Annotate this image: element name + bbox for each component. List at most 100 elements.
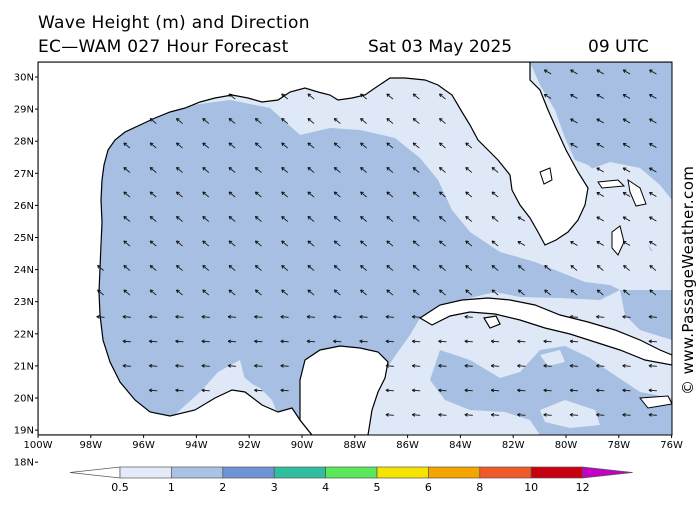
wave-direction-arrow-icon [333,215,341,222]
wave-direction-arrow-icon [359,314,368,319]
wave-direction-arrow-icon [517,412,526,417]
wave-direction-arrow-icon [439,289,446,296]
wave-direction-arrow-icon [176,264,183,271]
wave-direction-arrow-icon [123,215,131,222]
wave-direction-arrow-icon [254,215,262,222]
wave-direction-arrow-icon [148,339,158,344]
colorbar-label: 1 [168,481,175,494]
wave-direction-arrow-icon [96,314,105,319]
wave-direction-arrow-icon [411,388,421,393]
wave-direction-arrow-icon [254,166,262,173]
wave-direction-arrow-icon [228,215,236,222]
wave-direction-arrow-icon [281,93,289,100]
wave-direction-arrow-icon [175,314,184,319]
wave-direction-arrow-icon [227,363,237,368]
wave-direction-arrow-icon [465,191,473,198]
wave-direction-arrow-icon [385,388,394,393]
colorbar-label: 4 [322,481,329,494]
wave-direction-arrow-icon [465,240,473,247]
forecast-time: 09 UTC [588,37,649,57]
wave-direction-arrow-icon [254,339,263,344]
wave-direction-arrow-icon [648,314,657,319]
wave-direction-arrow-icon [175,388,184,393]
wave-direction-arrow-icon [281,142,289,149]
wave-direction-arrow-icon [202,240,210,247]
wave-direction-arrow-icon [360,93,367,100]
lat-tick-label: 30N [14,73,34,84]
wave-direction-arrow-icon [122,339,131,344]
wave-direction-arrow-icon [123,289,131,296]
colorbar-segment [325,466,378,479]
wave-direction-arrow-icon [517,339,526,344]
land-lake-okeechobee [539,167,553,185]
wave-direction-arrow-icon [465,289,473,296]
wave-direction-arrow-icon [307,93,315,100]
wave-direction-arrow-icon [649,167,657,173]
wave-direction-arrow-icon [517,264,525,271]
wave-direction-arrow-icon [649,289,657,296]
lon-tick-label: 92W [238,440,261,451]
longitude-axis: 100W 98W 96W 94W 92W 90W 88W 86W 84W 82W 80W 78W 76W [24,435,683,451]
lon-tick-label: 84W [449,440,472,451]
wave-direction-arrow-icon [148,363,158,368]
colorbar-label: 5 [374,481,381,494]
wave-direction-arrow-icon [307,289,315,296]
wave-direction-arrow-icon [333,142,341,149]
wave-direction-arrow-icon [201,314,210,319]
wave-direction-arrow-icon [254,264,262,271]
wave-direction-arrow-icon [622,412,631,417]
wave-direction-arrow-icon [307,191,315,198]
wave-direction-arrow-icon [385,412,394,417]
wave-direction-arrow-icon [465,264,473,271]
wave-direction-arrow-icon [464,314,473,319]
wave-direction-arrow-icon [648,388,657,393]
wave-direction-arrow-icon [596,241,604,246]
wave-direction-arrow-icon [386,166,394,173]
wave-direction-arrow-icon [412,191,420,198]
wave-direction-arrow-icon [438,388,447,393]
wave-direction-arrow-icon [333,289,341,296]
colorbar-segment [273,466,326,479]
wave-direction-arrow-icon [333,191,341,198]
wave-direction-arrow-icon [570,289,578,296]
wave-direction-arrow-icon [360,117,367,124]
wave-direction-arrow-icon [360,240,367,247]
colorbar-label: 0.5 [111,481,129,494]
wave-direction-arrow-icon [149,142,157,149]
lon-tick-label: 96W [132,440,155,451]
wave-direction-arrow-icon [281,240,289,247]
wave-direction-arrow-icon [175,339,184,344]
wave-height-colorbar: 0.5 1 2 3 4 5 6 8 10 12 [69,466,633,494]
wave-direction-arrow-icon [333,240,341,247]
wave-direction-arrow-icon [412,142,420,149]
wave-direction-arrow-icon [570,241,578,246]
lat-tick-label: 25N [14,233,34,244]
wave-direction-arrow-icon [122,363,131,368]
wave-direction-arrow-icon [176,215,183,222]
colorbar-high-triangle [582,466,633,479]
colorbar-label: 3 [271,481,278,494]
wave-direction-arrow-icon [148,388,158,393]
wave-direction-arrow-icon [123,264,131,271]
wave-direction-arrow-icon [202,142,210,149]
wave-direction-arrow-icon [622,69,631,75]
colorbar-segment [119,466,172,479]
wave-direction-arrow-icon [307,215,315,222]
wave-direction-arrow-icon [149,117,157,124]
land-andros [611,225,625,256]
wave-direction-arrow-icon [570,118,578,124]
wave-direction-arrow-icon [227,339,237,344]
wave-direction-arrow-icon [386,264,394,271]
wave-direction-arrow-icon [386,93,394,100]
wave-direction-arrow-icon [254,363,263,368]
wave-direction-arrow-icon [570,69,578,75]
wave-direction-arrow-icon [307,142,315,149]
wave-direction-arrow-icon [307,166,315,173]
wave-direction-arrow-icon [596,363,605,368]
wave-direction-arrow-icon [623,289,630,296]
wave-direction-arrow-icon [254,314,263,319]
wave-direction-arrow-icon [439,93,446,100]
colorbar-segment [171,466,224,479]
wave-direction-arrow-icon [254,240,262,247]
lat-tick-label: 20N [14,394,34,405]
